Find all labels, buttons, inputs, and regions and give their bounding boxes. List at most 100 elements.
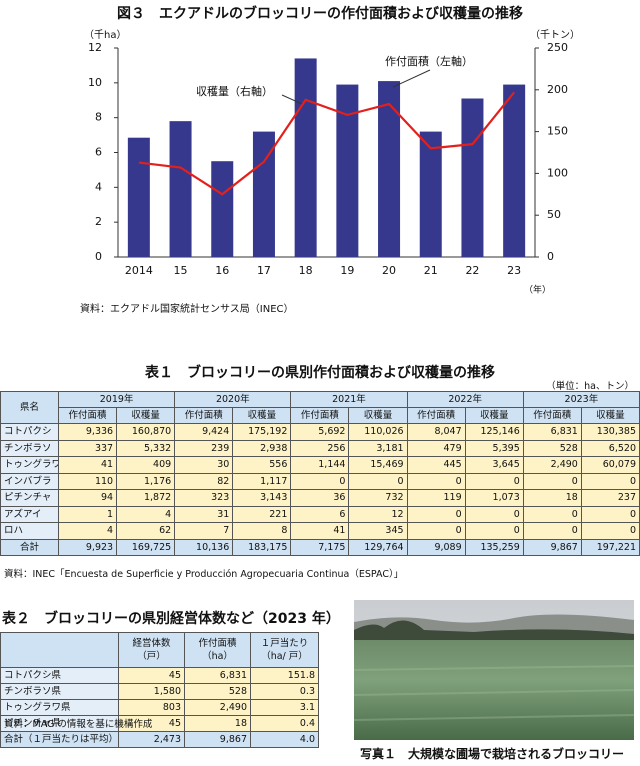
x-tick-label: 17 bbox=[257, 264, 271, 277]
header-line: （戸） bbox=[137, 651, 166, 662]
header-cell: 作付面積 bbox=[522, 407, 582, 424]
x-axis-label: （年） bbox=[524, 284, 551, 296]
y-tick-label: 8 bbox=[95, 111, 102, 124]
photo-caption: 写真１ 大規模な圃場で栽培されるブロッコリー bbox=[360, 747, 625, 761]
value-cell: 2,490 bbox=[522, 456, 582, 474]
value-cell: 5,692 bbox=[290, 423, 350, 441]
header-cell: 収穫量 bbox=[232, 407, 292, 424]
value-cell: 221 bbox=[232, 505, 292, 523]
value-cell: 4.0 bbox=[250, 731, 319, 748]
y2-tick-label: 50 bbox=[547, 208, 561, 221]
value-cell: 9,089 bbox=[406, 538, 466, 556]
table1: 県名 2019年 2020年 2021年 2022年 2023年 作付面積 収穫量 作付面積 収穫… bbox=[0, 391, 640, 556]
bar bbox=[169, 121, 192, 258]
x-tick-label: 15 bbox=[174, 264, 188, 277]
value-cell: 0 bbox=[464, 522, 524, 540]
row: トゥングラワ県 803 2,490 3.1 bbox=[0, 699, 319, 716]
series-label: 収穫量（右軸） bbox=[196, 84, 273, 98]
header-line: 経営体数 bbox=[132, 638, 171, 649]
value-cell: 0 bbox=[580, 505, 640, 523]
bar bbox=[252, 131, 275, 257]
name-cell: ロハ bbox=[0, 522, 59, 540]
value-cell: 337 bbox=[57, 439, 118, 457]
row: チンボラソ県 1,580 528 0.3 bbox=[0, 683, 319, 700]
row: チンボラソ 337 5,332 239 2,938 256 3,181 479 5,395 528… bbox=[0, 439, 640, 457]
value-cell: 169,725 bbox=[116, 538, 176, 556]
y-tick-label: 0 bbox=[95, 250, 102, 263]
value-cell: 82 bbox=[174, 472, 234, 490]
value-cell: 197,221 bbox=[580, 538, 640, 556]
header-cell: 県名 bbox=[0, 391, 59, 424]
value-cell: 110 bbox=[57, 472, 118, 490]
bar bbox=[336, 84, 359, 257]
annotation-leader bbox=[281, 94, 302, 105]
name-cell: コトパクシ県 bbox=[0, 667, 119, 684]
table2-title: 表２ ブロッコリーの県別経営体数など（2023 年） bbox=[2, 611, 340, 627]
value-cell: 3,143 bbox=[232, 489, 292, 507]
value-cell: 119 bbox=[406, 489, 466, 507]
header-row: 経営体数 （戸） 作付面積 （ha） １戸当たり （ha/ 戸） bbox=[0, 632, 319, 668]
value-cell: 237 bbox=[580, 489, 640, 507]
value-cell: 0 bbox=[406, 505, 466, 523]
value-cell: 129,764 bbox=[348, 538, 408, 556]
value-cell: 5,332 bbox=[116, 439, 176, 457]
row: コトパクシ県 45 6,831 151.8 bbox=[0, 667, 319, 684]
value-cell: 6 bbox=[290, 505, 350, 523]
y2-axis-label: （千トン） bbox=[530, 29, 580, 41]
value-cell: 0 bbox=[464, 472, 524, 490]
value-cell: 9,923 bbox=[57, 538, 118, 556]
name-cell: 合計 bbox=[0, 538, 59, 556]
name-cell: ピチンチャ bbox=[0, 489, 59, 507]
value-cell: 803 bbox=[118, 699, 185, 716]
value-cell: 2,490 bbox=[184, 699, 251, 716]
value-cell: 3,181 bbox=[348, 439, 408, 457]
value-cell: 3,645 bbox=[464, 456, 524, 474]
header-cell: 収穫量 bbox=[348, 407, 408, 424]
x-tick-label: 22 bbox=[465, 264, 479, 277]
name-cell: ピチンチャ県 bbox=[0, 715, 119, 732]
value-cell: 9,424 bbox=[174, 423, 234, 441]
name-cell: トゥングラワ県 bbox=[0, 699, 119, 716]
name-cell: チンボラソ bbox=[0, 439, 59, 457]
row: トゥングラワ 41 409 30 556 1,144 15,469 445 3,645 2,490… bbox=[0, 456, 640, 474]
name-cell: トゥングラワ bbox=[0, 456, 59, 474]
y-tick-label: 4 bbox=[95, 180, 102, 193]
bar bbox=[503, 84, 526, 257]
value-cell: 256 bbox=[290, 439, 350, 457]
header-cell: 経営体数 （戸） bbox=[118, 632, 185, 668]
value-cell: 18 bbox=[184, 715, 251, 732]
value-cell: 110,026 bbox=[348, 423, 408, 441]
value-cell: 528 bbox=[522, 439, 582, 457]
bar bbox=[127, 137, 150, 257]
value-cell: 15,469 bbox=[348, 456, 408, 474]
value-cell: 45 bbox=[118, 667, 185, 684]
bar bbox=[378, 81, 401, 257]
value-cell: 0 bbox=[406, 472, 466, 490]
value-cell: 135,259 bbox=[464, 538, 524, 556]
header-cell: 2020年 bbox=[174, 391, 292, 408]
header-line: 作付面積 bbox=[198, 638, 237, 649]
header-cell: 収穫量 bbox=[116, 407, 176, 424]
value-cell: 125,146 bbox=[464, 423, 524, 441]
bar bbox=[294, 58, 317, 258]
name-cell: チンボラソ県 bbox=[0, 683, 119, 700]
value-cell: 7 bbox=[174, 522, 234, 540]
bar bbox=[461, 98, 484, 257]
header-cell: 2021年 bbox=[290, 391, 408, 408]
value-cell: 2,938 bbox=[232, 439, 292, 457]
value-cell: 6,831 bbox=[522, 423, 582, 441]
value-cell: 0.4 bbox=[250, 715, 319, 732]
header-row: 作付面積 収穫量 作付面積 収穫量 作付面積 収穫量 作付面積 収穫量 作付面積 収穫量 bbox=[1, 407, 640, 424]
x-tick-label: 16 bbox=[215, 264, 229, 277]
header-line: １戸当たり bbox=[260, 638, 309, 649]
value-cell: 7,175 bbox=[290, 538, 350, 556]
value-cell: 30 bbox=[174, 456, 234, 474]
y2-tick-label: 250 bbox=[547, 41, 568, 54]
name-cell: コトパクシ bbox=[0, 423, 59, 441]
value-cell: 6,520 bbox=[580, 439, 640, 457]
chart-source: 資料：エクアドル国家統計センサス局（INEC） bbox=[80, 302, 294, 315]
value-cell: 1,144 bbox=[290, 456, 350, 474]
y-tick-label: 12 bbox=[88, 41, 102, 54]
value-cell: 445 bbox=[406, 456, 466, 474]
